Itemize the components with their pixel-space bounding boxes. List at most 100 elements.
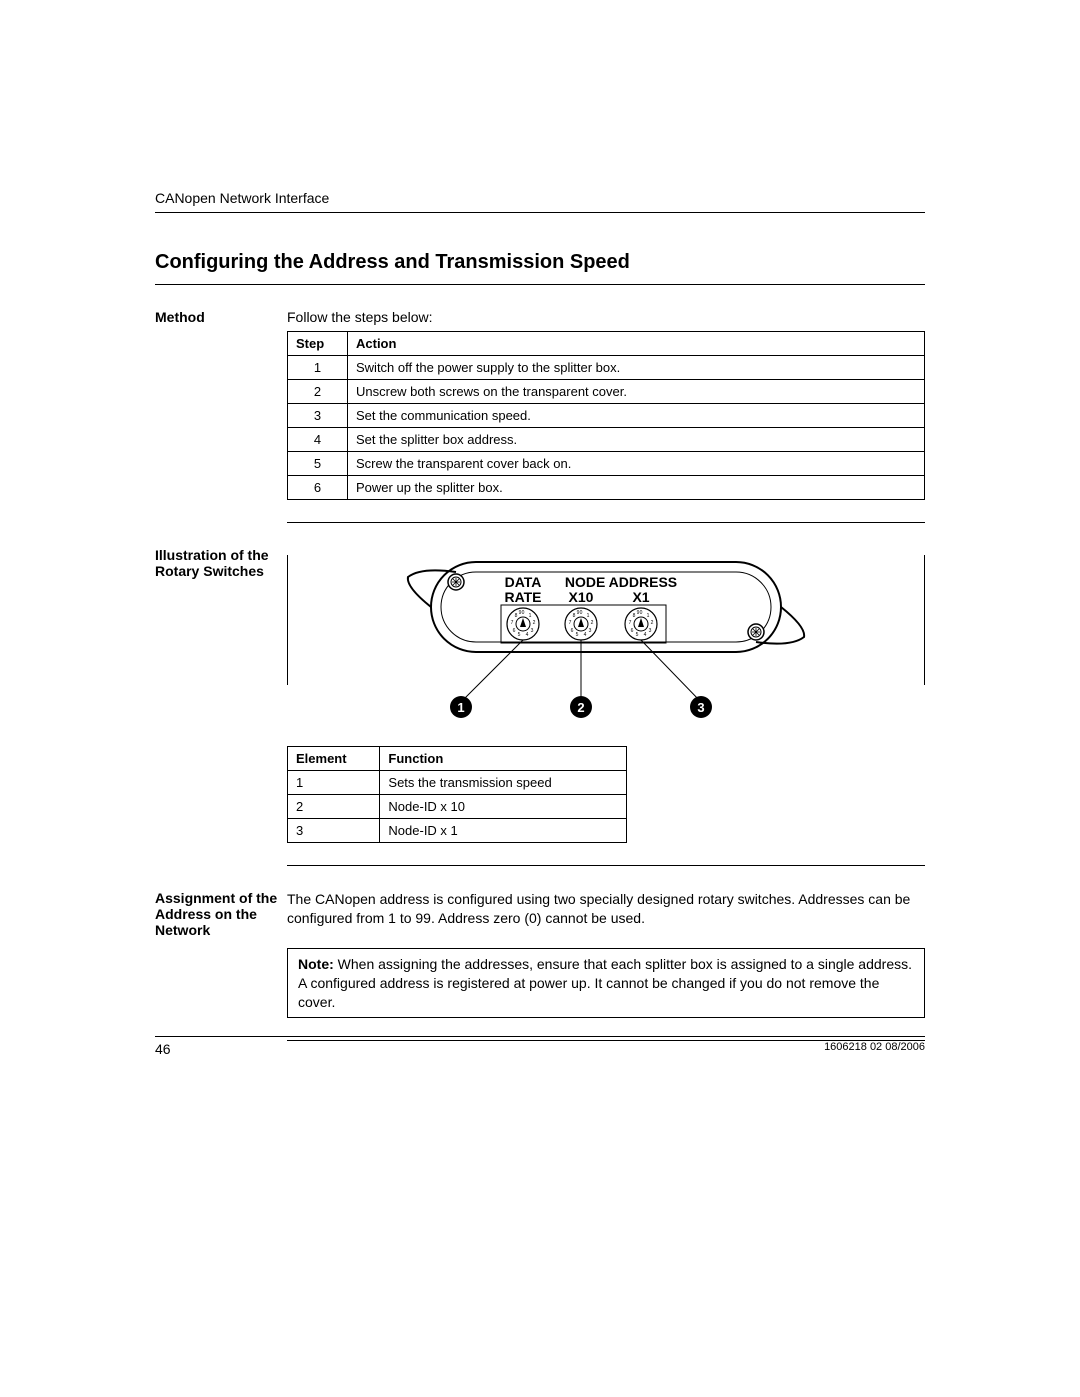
method-label: Method [155,309,287,523]
svg-text:7: 7 [511,620,514,626]
section-rule [287,865,925,866]
step-num: 3 [288,404,348,428]
svg-text:6: 6 [631,628,634,634]
method-table: Step Action 1Switch off the power supply… [287,331,925,500]
svg-text:0: 0 [640,610,643,616]
svg-text:1: 1 [529,613,532,619]
el-fn: Node-ID x 10 [380,795,627,819]
svg-text:9: 9 [637,610,640,616]
step-num: 2 [288,380,348,404]
header-text: CANopen Network Interface [155,190,925,206]
step-num: 5 [288,452,348,476]
step-num: 6 [288,476,348,500]
label-x10: X10 [569,589,594,605]
svg-text:5: 5 [636,632,639,638]
svg-text:4: 4 [644,632,647,638]
svg-text:7: 7 [569,620,572,626]
svg-text:8: 8 [633,613,636,619]
step-action: Set the splitter box address. [348,428,925,452]
note-label: Note: [298,956,334,972]
callout-1: 1 [457,700,464,715]
svg-text:1: 1 [587,613,590,619]
col-element: Element [288,747,380,771]
svg-text:0: 0 [522,610,525,616]
table-row: 3Set the communication speed. [288,404,925,428]
table-row: 3Node-ID x 1 [288,819,627,843]
svg-text:0: 0 [580,610,583,616]
illustration-section: Illustration of the Rotary Switches [155,547,925,866]
step-num: 1 [288,356,348,380]
rotary-switch-icon: 012 34 56 789 [507,608,539,640]
svg-text:3: 3 [531,628,534,634]
step-action: Switch off the power supply to the split… [348,356,925,380]
svg-text:4: 4 [526,632,529,638]
callout-3: 3 [697,700,704,715]
label-x1: X1 [632,589,649,605]
footer-rule [155,1036,925,1037]
table-row: 2Node-ID x 10 [288,795,627,819]
step-action: Power up the splitter box. [348,476,925,500]
svg-text:5: 5 [518,632,521,638]
page-number: 46 [155,1041,171,1057]
svg-text:1: 1 [647,613,650,619]
step-action: Screw the transparent cover back on. [348,452,925,476]
assignment-body: The CANopen address is configured using … [287,890,925,928]
col-function: Function [380,747,627,771]
rotary-switch-diagram: DATA NODE ADDRESS RATE X10 X1 [396,547,816,722]
svg-text:6: 6 [571,628,574,634]
elements-table: Element Function 1Sets the transmission … [287,746,627,843]
svg-text:3: 3 [649,628,652,634]
table-header-row: Step Action [288,332,925,356]
el-fn: Sets the transmission speed [380,771,627,795]
col-action: Action [348,332,925,356]
svg-text:3: 3 [589,628,592,634]
table-row: 6Power up the splitter box. [288,476,925,500]
step-action: Unscrew both screws on the transparent c… [348,380,925,404]
header-rule [155,212,925,213]
table-header-row: Element Function [288,747,627,771]
svg-text:5: 5 [576,632,579,638]
svg-text:6: 6 [513,628,516,634]
title-rule [155,284,925,285]
label-node-address: NODE ADDRESS [565,574,677,590]
callout-2: 2 [577,700,584,715]
page-title: Configuring the Address and Transmission… [155,251,925,274]
svg-text:8: 8 [515,613,518,619]
assignment-section: Assignment of the Address on the Network… [155,890,925,1041]
note-text1: When assigning the addresses, ensure tha… [334,956,912,972]
rotary-switch-icon: 012 34 56 789 [565,608,597,640]
table-row: 2Unscrew both screws on the transparent … [288,380,925,404]
doc-id: 1606218 02 08/2006 [824,1041,925,1057]
el-fn: Node-ID x 1 [380,819,627,843]
table-row: 4Set the splitter box address. [288,428,925,452]
step-num: 4 [288,428,348,452]
svg-text:8: 8 [573,613,576,619]
table-row: 1Switch off the power supply to the spli… [288,356,925,380]
el-num: 3 [288,819,380,843]
el-num: 1 [288,771,380,795]
illustration-label: Illustration of the Rotary Switches [155,547,287,866]
note-text2: A configured address is registered at po… [298,975,879,1010]
rotary-switch-icon: 012 34 56 789 [625,608,657,640]
label-rate: RATE [504,589,541,605]
el-num: 2 [288,795,380,819]
svg-text:2: 2 [533,620,536,626]
svg-text:9: 9 [577,610,580,616]
svg-text:2: 2 [651,620,654,626]
page-footer: 46 1606218 02 08/2006 [155,1028,925,1057]
step-action: Set the communication speed. [348,404,925,428]
cutoff-line-right [924,555,925,685]
method-section: Method Follow the steps below: Step Acti… [155,309,925,523]
method-intro: Follow the steps below: [287,309,925,325]
assignment-label: Assignment of the Address on the Network [155,890,287,1041]
table-row: 5Screw the transparent cover back on. [288,452,925,476]
svg-text:7: 7 [629,620,632,626]
col-step: Step [288,332,348,356]
table-row: 1Sets the transmission speed [288,771,627,795]
svg-text:9: 9 [519,610,522,616]
svg-text:2: 2 [591,620,594,626]
note-box: Note: When assigning the addresses, ensu… [287,948,925,1019]
svg-text:4: 4 [584,632,587,638]
section-rule [287,522,925,523]
label-data: DATA [505,574,542,590]
